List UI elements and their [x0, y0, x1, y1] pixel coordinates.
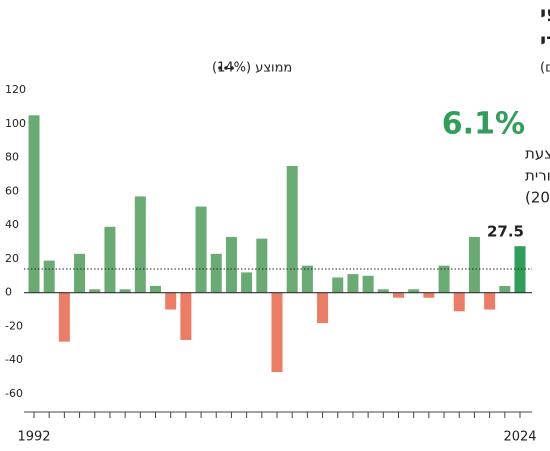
chart-subtitle: תשואה שנתית מאז נוסף המדד (באחוזים): [540, 61, 550, 76]
bar: [89, 289, 101, 293]
bar: [423, 292, 435, 298]
y-tick-label: -40: [5, 353, 23, 366]
annotation-value: 6.1%: [442, 107, 525, 142]
bar: [317, 292, 329, 324]
bar: [377, 289, 389, 293]
bar: [58, 292, 70, 342]
annotation-text: אחרי שנה שורית: [525, 167, 550, 185]
bar: [286, 166, 298, 293]
y-tick-label: -60: [5, 387, 23, 400]
bar: [225, 236, 237, 293]
bar: [150, 285, 161, 293]
annotation-text: (ויותר +20%): [525, 189, 550, 207]
bar: [119, 289, 131, 293]
bar: [499, 285, 511, 293]
bar: [347, 274, 359, 293]
legend-marker: [218, 66, 234, 70]
y-tick-label: 20: [5, 252, 19, 265]
bar: [393, 292, 404, 298]
bar: [256, 238, 268, 293]
y-tick-label: 60: [5, 184, 19, 197]
bar: [104, 226, 116, 293]
y-tick-label: 100: [5, 117, 26, 130]
y-tick-label: 40: [5, 218, 19, 231]
bar: [484, 292, 496, 310]
bar: [301, 265, 313, 293]
bar: [332, 277, 344, 293]
bar: [408, 289, 420, 293]
bar: [514, 246, 526, 293]
bar: [453, 292, 465, 312]
bar: [210, 253, 222, 293]
bar: [195, 206, 207, 293]
bar: [134, 196, 146, 293]
bar: [241, 272, 253, 293]
bar: [468, 236, 480, 293]
bar: [362, 275, 374, 293]
chart-title: 2 מהממוצע ההיסטורי: [540, 29, 550, 53]
y-tick-label: 0: [5, 286, 12, 299]
bar: [74, 253, 86, 293]
bar: [271, 292, 283, 373]
bar: [438, 265, 450, 293]
bar: [165, 292, 177, 310]
chart-title: מדד ת״א 35 הציג השנה תשואה גבוהה פי: [540, 2, 550, 26]
annotation-text: התשואה הממוצעת: [525, 145, 550, 163]
bar: [28, 115, 40, 293]
y-tick-label: 120: [5, 83, 26, 96]
y-tick-label: 80: [5, 151, 19, 164]
x-tick-label: 2024: [503, 430, 536, 445]
y-tick-label: -20: [5, 319, 23, 332]
bar: [43, 260, 55, 293]
legend-label: ממוצע (14%): [212, 61, 292, 76]
x-tick-label: 1992: [17, 430, 50, 445]
data-label: 27.5: [487, 223, 524, 241]
bar: [180, 292, 192, 340]
